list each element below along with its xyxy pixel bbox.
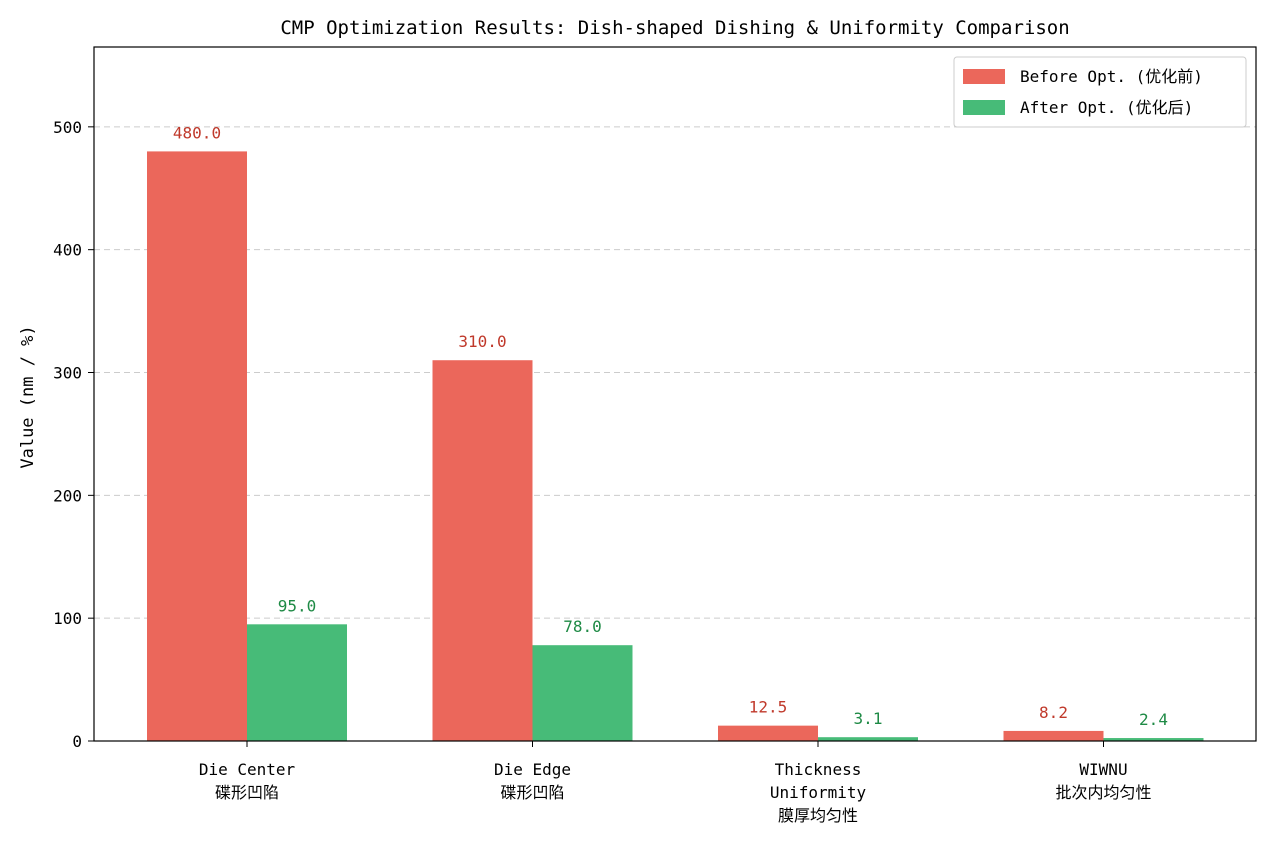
x-axis-ticks: Die Center 碟形凹陷 Die Edge 碟形凹陷 Thickness Unifo… (199, 741, 1152, 825)
y-tick-label: 400 (53, 241, 82, 260)
x-tick-label: 批次内均匀性 (1055, 783, 1151, 802)
bars (147, 151, 1204, 741)
y-axis-label: Value (nm / %) (18, 325, 38, 468)
x-tick-label: 碟形凹陷 (500, 783, 564, 802)
data-label: 310.0 (458, 332, 506, 351)
legend-label: Before Opt. (优化前) (1020, 67, 1203, 86)
bar (1003, 730, 1104, 741)
y-axis-ticks: 0 100 200 300 400 500 (53, 118, 94, 751)
bar (532, 645, 633, 741)
x-tick-label: Die Center (199, 760, 296, 779)
x-tick-label: Die Edge (494, 760, 571, 779)
value-labels: 480.0 95.0 310.0 78.0 12.5 3.1 8.2 2.4 (173, 123, 1168, 729)
chart-title: CMP Optimization Results: Dish-shaped Di… (280, 17, 1069, 39)
legend-label: After Opt. (优化后) (1020, 98, 1193, 117)
y-tick-label: 200 (53, 486, 82, 505)
x-tick-label: WIWNU (1079, 760, 1127, 779)
x-tick-label: Uniformity (770, 783, 867, 802)
plot-frame (93, 46, 1257, 742)
legend-swatch (963, 69, 1005, 84)
legend-swatch (963, 100, 1005, 115)
bar (1103, 738, 1204, 741)
legend: Before Opt. (优化前) After Opt. (优化后) (953, 56, 1247, 128)
data-label: 12.5 (749, 698, 788, 717)
x-tick-label: 膜厚均匀性 (778, 806, 858, 825)
data-label: 3.1 (854, 709, 883, 728)
data-label: 78.0 (563, 617, 602, 636)
legend-box (953, 56, 1247, 128)
bar (247, 624, 347, 741)
bar (147, 151, 247, 741)
y-tick-label: 0 (72, 732, 82, 751)
bar (718, 725, 818, 741)
data-label: 2.4 (1139, 710, 1168, 729)
y-tick-label: 100 (53, 609, 82, 628)
bar (432, 360, 533, 741)
data-label: 8.2 (1039, 703, 1068, 722)
x-tick-label: Thickness (775, 760, 862, 779)
bar (818, 737, 918, 741)
y-tick-label: 500 (53, 118, 82, 137)
data-label: 480.0 (173, 123, 221, 142)
data-label: 95.0 (278, 596, 317, 615)
x-tick-label: 碟形凹陷 (215, 783, 279, 802)
y-tick-label: 300 (53, 364, 82, 383)
